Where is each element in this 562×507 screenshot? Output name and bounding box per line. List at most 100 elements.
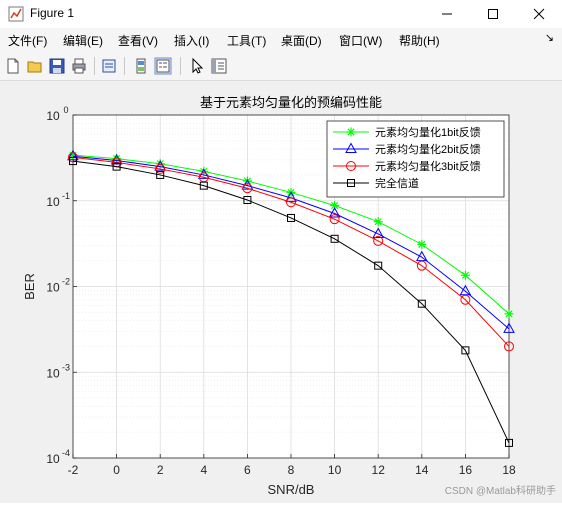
maximize-icon — [488, 9, 498, 19]
minimize-button[interactable] — [424, 0, 470, 28]
legend-marker — [346, 161, 356, 171]
data-point — [505, 438, 513, 447]
legend-marker — [347, 179, 355, 187]
data-point — [154, 160, 167, 171]
series-line — [72, 160, 510, 444]
x-axis-label: SNR/dB — [268, 482, 315, 497]
y-tick-exponent: -2 — [62, 277, 70, 287]
x-tick-label: 18 — [502, 463, 516, 477]
data-point — [504, 309, 514, 319]
data-point — [417, 239, 427, 249]
x-tick-label: 4 — [200, 463, 207, 477]
pointer-icon[interactable] — [188, 57, 206, 75]
data-point — [461, 346, 470, 355]
menu-overflow-icon[interactable]: ↘ — [544, 31, 554, 44]
save-icon[interactable] — [48, 57, 66, 75]
series-3[interactable] — [68, 152, 514, 352]
legend-entry[interactable]: 元素均匀量化2bit反馈 — [333, 142, 481, 156]
legend-entry[interactable]: 完全信道 — [333, 176, 419, 190]
open-folder-icon[interactable] — [26, 57, 44, 75]
y-tick-label: 10 — [46, 109, 60, 123]
data-point — [503, 322, 515, 333]
print-icon[interactable] — [70, 57, 88, 75]
title-bar[interactable]: Figure 1 — [0, 0, 562, 28]
data-point — [287, 213, 295, 222]
x-tick-label: 16 — [459, 463, 473, 477]
menu-window[interactable]: 窗口(W) — [339, 34, 383, 48]
legend-label: 元素均匀量化2bit反馈 — [375, 142, 481, 156]
window-title: Figure 1 — [30, 6, 75, 20]
toolbar-separator — [124, 57, 125, 75]
data-point — [460, 294, 471, 305]
data-point — [243, 196, 252, 205]
close-icon — [533, 8, 545, 20]
data-point — [330, 234, 339, 243]
data-point — [415, 250, 428, 262]
x-tick-label: 2 — [157, 463, 164, 477]
menu-edit[interactable]: 编辑(E) — [63, 34, 103, 48]
x-tick-label: -2 — [68, 463, 79, 477]
menu-desktop[interactable]: 桌面(D) — [281, 34, 322, 48]
watermark: CSDN @Matlab科研助手 — [444, 486, 556, 497]
minimize-icon — [442, 13, 452, 15]
data-point — [372, 227, 385, 238]
y-tick-exponent: -3 — [62, 362, 70, 372]
y-tick-label: 10 — [46, 366, 60, 380]
series-4[interactable] — [69, 157, 513, 447]
legend-label: 元素均匀量化3bit反馈 — [375, 159, 481, 173]
data-point — [329, 214, 340, 225]
close-button[interactable] — [516, 0, 562, 28]
menu-insert[interactable]: 插入(I) — [174, 34, 210, 48]
data-point — [459, 284, 472, 296]
data-point — [374, 261, 383, 270]
x-tick-label: 8 — [288, 463, 295, 477]
legend-marker — [345, 142, 357, 153]
menu-tools[interactable]: 工具(T) — [227, 34, 267, 48]
legend-entry[interactable]: 元素均匀量化1bit反馈 — [333, 125, 481, 139]
data-point — [417, 299, 426, 308]
insert-legend-icon[interactable] — [154, 57, 172, 75]
menu-help[interactable]: 帮助(H) — [399, 34, 440, 48]
data-point — [110, 153, 123, 165]
toolbar — [0, 52, 562, 81]
data-point — [286, 197, 296, 208]
data-point — [199, 181, 208, 190]
x-tick-label: 10 — [328, 463, 342, 477]
data-point — [155, 163, 166, 174]
legend-entry[interactable]: 元素均匀量化3bit反馈 — [333, 159, 481, 173]
x-tick-label: 6 — [244, 463, 251, 477]
new-file-icon[interactable] — [4, 57, 22, 75]
y-axis-label: BER — [22, 273, 37, 300]
menu-file[interactable]: 文件(F) — [8, 34, 48, 48]
data-point — [328, 206, 341, 218]
y-tick-exponent: -1 — [62, 191, 70, 201]
data-point — [112, 162, 121, 171]
link-plot-icon[interactable] — [132, 57, 150, 75]
data-point — [197, 168, 210, 179]
legend-label: 元素均匀量化1bit反馈 — [375, 125, 481, 139]
data-point — [416, 260, 427, 271]
legend-box — [326, 120, 505, 198]
y-tick-label: 10 — [46, 452, 60, 466]
data-point — [156, 170, 165, 179]
data-point — [242, 183, 253, 194]
toolbar-separator — [94, 57, 95, 75]
legend-label: 完全信道 — [375, 176, 419, 190]
x-tick-label: 14 — [415, 463, 429, 477]
data-point — [285, 191, 297, 202]
data-point — [68, 152, 78, 163]
maximize-button[interactable] — [470, 0, 516, 28]
data-point — [504, 341, 514, 352]
data-point — [460, 270, 470, 280]
data-point — [69, 157, 77, 166]
y-tick-exponent: 0 — [63, 105, 68, 115]
print-preview-icon[interactable] — [100, 57, 118, 75]
legend-marker — [346, 127, 356, 137]
figure-canvas: -2 0 2 4 6 8 10 12 14 16 18 10 0 10 -1 10 -2 10 -3 10 -4 基于元素… — [0, 81, 562, 503]
menu-view[interactable]: 查看(V) — [118, 34, 158, 48]
series-line — [72, 156, 510, 347]
property-editor-icon[interactable] — [210, 57, 228, 75]
